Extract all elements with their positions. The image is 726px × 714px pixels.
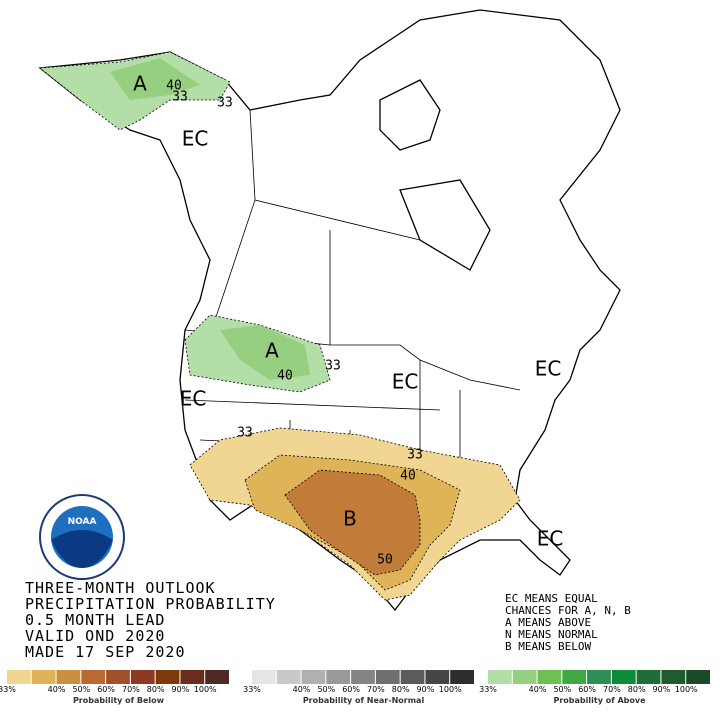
- contour-label: 33: [217, 96, 233, 111]
- below-50-area: [284, 469, 421, 576]
- key-line: CHANCES FOR A, N, B: [505, 604, 631, 617]
- legend-tick-label: 33%: [243, 685, 261, 694]
- legend-tick-label: 80%: [147, 685, 165, 694]
- logo-text: NOAA: [68, 517, 97, 527]
- region-label: EC: [182, 127, 209, 151]
- legend-tick-label: 70%: [122, 685, 140, 694]
- contour-label: 50: [377, 553, 393, 568]
- legend-tick-label: 80%: [628, 685, 646, 694]
- legend-swatch: [686, 670, 710, 684]
- region-label: B: [343, 507, 357, 531]
- legend-title: Probability of Near-Normal: [303, 696, 425, 705]
- legend-swatch: [636, 670, 661, 684]
- legend-tick-label: 33%: [479, 685, 497, 694]
- legend-swatch: [400, 670, 425, 684]
- legend-tick-label: 50%: [553, 685, 571, 694]
- legend-swatch: [375, 670, 400, 684]
- key-line: EC MEANS EQUAL: [505, 592, 598, 605]
- contour-label: 40: [277, 369, 293, 384]
- contour-label: 33: [237, 426, 253, 441]
- legend: 33% 40% 50% 60% 70% 80% 90% 100% Probability of …: [0, 670, 710, 705]
- region-label: EC: [537, 527, 564, 551]
- region-label: A: [265, 339, 279, 363]
- key-block: EC MEANS EQUAL CHANCES FOR A, N, B A MEA…: [505, 592, 631, 653]
- key-line: A MEANS ABOVE: [505, 616, 591, 629]
- region-label: EC: [180, 387, 207, 411]
- contour-label: 33: [325, 359, 341, 374]
- above-40-area: [110, 58, 200, 100]
- title-line: PRECIPITATION PROBABILITY: [25, 595, 276, 613]
- legend-swatch: [31, 670, 56, 684]
- legend-swatch: [276, 670, 301, 684]
- legend-tick-label: 90%: [417, 685, 435, 694]
- key-line: N MEANS NORMAL: [505, 628, 598, 641]
- legend-swatch: [106, 670, 130, 684]
- legend-swatch: [180, 670, 205, 684]
- title-line: THREE-MONTH OUTLOOK: [25, 579, 216, 597]
- contour-label: 33: [407, 448, 423, 463]
- legend-tick-label: 90%: [172, 685, 190, 694]
- legend-title: Probability of Above: [553, 696, 646, 705]
- legend-tick-label: 70%: [367, 685, 385, 694]
- legend-swatch: [425, 670, 450, 684]
- legend-tick-label: 90%: [653, 685, 671, 694]
- legend-swatch: [587, 670, 611, 684]
- legend-tick-label: 33%: [0, 685, 16, 694]
- contour-label: 40: [166, 79, 182, 94]
- legend-tick-label: 40%: [293, 685, 311, 694]
- title-block: THREE-MONTH OUTLOOK PRECIPITATION PROBAB…: [25, 579, 276, 661]
- legend-swatch: [252, 670, 276, 684]
- contour-label: 33: [172, 90, 188, 105]
- legend-swatch: [512, 670, 537, 684]
- key-line: B MEANS BELOW: [505, 640, 591, 653]
- legend-swatch: [611, 670, 636, 684]
- legend-tick-label: 70%: [603, 685, 621, 694]
- region-label: A: [133, 72, 147, 96]
- legend-title: Probability of Below: [73, 696, 165, 705]
- legend-swatch: [351, 670, 375, 684]
- legend-swatch: [81, 670, 106, 684]
- legend-swatch: [155, 670, 180, 684]
- legend-tick-label: 60%: [342, 685, 360, 694]
- legend-tick-label: 50%: [317, 685, 335, 694]
- legend-tick-label: 40%: [48, 685, 66, 694]
- legend-tick-label: 100%: [194, 685, 217, 694]
- legend-swatch: [301, 670, 326, 684]
- legend-tick-label: 60%: [97, 685, 115, 694]
- legend-swatch: [450, 670, 474, 684]
- legend-swatch: [130, 670, 155, 684]
- basemap: [38, 9, 621, 612]
- noaa-logo: NOAA: [39, 494, 125, 580]
- legend-tick-label: 100%: [675, 685, 698, 694]
- legend-tick-label: 40%: [529, 685, 547, 694]
- legend-tick-label: 60%: [578, 685, 596, 694]
- legend-swatch: [205, 670, 229, 684]
- legend-swatch: [326, 670, 351, 684]
- map-labels: A 40 33 33 EC A 40 33 EC EC EC 33 33 40 …: [133, 72, 563, 568]
- contour-label: 40: [400, 469, 416, 484]
- legend-tick-label: 80%: [392, 685, 410, 694]
- probability-areas: [38, 51, 521, 601]
- legend-swatch: [7, 670, 31, 684]
- region-label: EC: [392, 370, 419, 394]
- title-line: 0.5 MONTH LEAD: [25, 611, 165, 629]
- legend-swatch: [56, 670, 81, 684]
- above-40-area: [220, 325, 310, 380]
- legend-swatch: [537, 670, 562, 684]
- legend-swatch: [562, 670, 587, 684]
- title-line: MADE 17 SEP 2020: [25, 643, 186, 661]
- legend-swatch: [661, 670, 686, 684]
- region-label: EC: [535, 357, 562, 381]
- legend-tick-label: 100%: [439, 685, 462, 694]
- legend-tick-label: 50%: [72, 685, 90, 694]
- title-line: VALID OND 2020: [25, 627, 165, 645]
- legend-swatch: [488, 670, 512, 684]
